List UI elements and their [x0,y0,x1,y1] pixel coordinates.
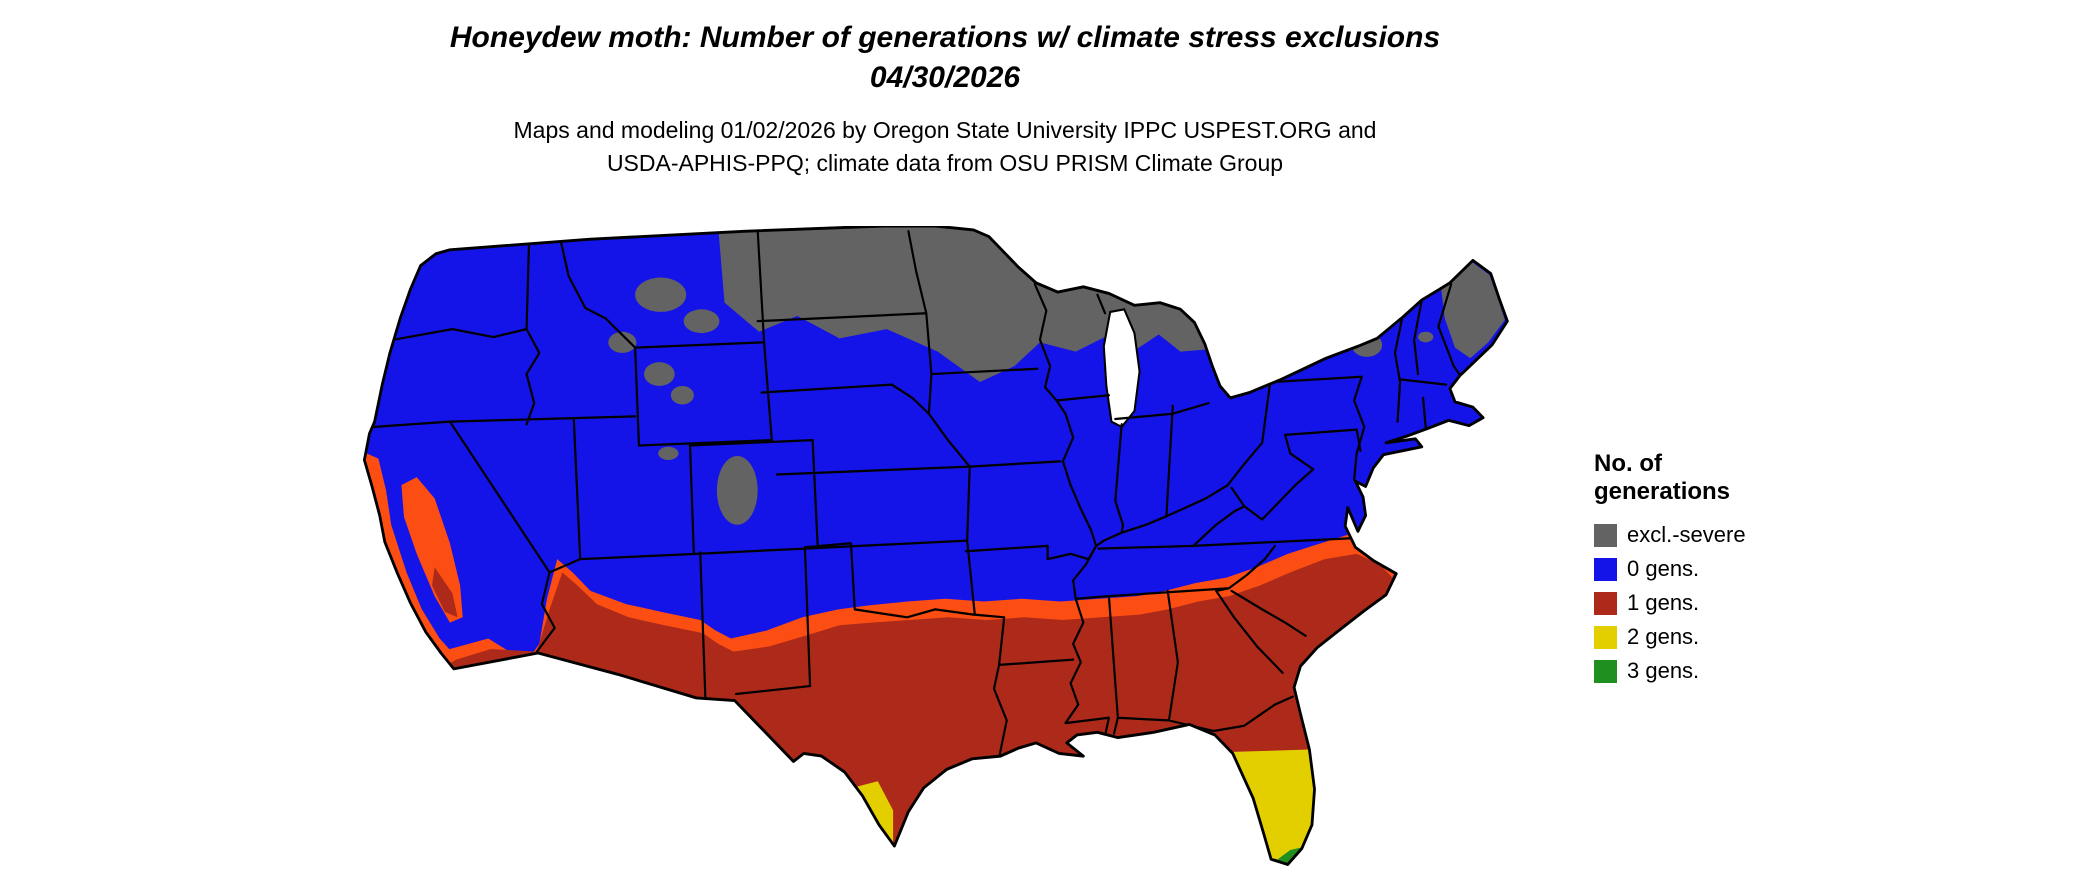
us-map [362,226,1509,881]
subtitle-line-2: USDA-APHIS-PPQ; climate data from OSU PR… [606,150,1284,176]
region-3-gens-keys-1 [1252,874,1258,880]
legend-label-0-gens: 0 gens. [1627,556,1700,581]
legend-label-1-gens: 1 gens. [1627,590,1700,615]
legend-title: No. of generations [1594,450,1746,506]
legend-label-excl-severe: excl.-severe [1627,522,1746,547]
region-excl-montana-west [635,277,687,312]
us-outline [362,226,1509,866]
region-excl-montana-south [683,309,720,334]
legend-item-0-gens: 0 gens. [1594,552,1746,586]
subtitle-line-1: Maps and modeling 01/02/2026 by Oregon S… [513,117,1377,143]
state-borders-central [1033,283,1358,743]
legend-title-line-1: No. of [1594,450,1662,477]
region-excl-yellowstone [644,362,675,386]
legend: No. of generations excl.-severe 0 gens. … [1594,450,1746,688]
legend-swatch-2-gens [1594,625,1617,649]
subtitle-block: Maps and modeling 01/02/2026 by Oregon S… [0,114,1890,180]
region-excl-white-mtns [1417,331,1434,343]
region-excl-colorado-rockies [716,456,758,525]
region-excl-wind-river [670,385,694,405]
legend-swatch-excl-severe [1594,523,1617,547]
title-block: Honeydew moth: Number of generations w/ … [0,18,1890,180]
legend-item-1-gens: 1 gens. [1594,586,1746,620]
region-transition-ca-coast [364,450,457,673]
state-borders-west [372,230,1098,759]
state-borders-northeast [1271,283,1462,481]
region-excl-idaho-mtns [608,331,637,353]
region-3-gens-keys-2 [1264,875,1270,881]
region-excl-maine [1440,261,1505,359]
legend-swatch-0-gens [1594,557,1617,581]
legend-swatch-1-gens [1594,591,1617,615]
legend-item-2-gens: 2 gens. [1594,620,1746,654]
legend-label-3-gens: 3 gens. [1627,658,1700,683]
legend-item-3-gens: 3 gens. [1594,654,1746,688]
lake-michigan [1102,308,1141,429]
legend-title-line-2: generations [1594,478,1731,505]
legend-swatch-3-gens [1594,659,1617,683]
region-excl-uinta [658,446,679,460]
legend-rows: excl.-severe 0 gens. 1 gens. 2 gens. 3 g… [1594,518,1746,688]
map-title: Honeydew moth: Number of generations w/ … [449,21,1441,54]
region-1-gen-ca-valley-south [432,567,458,618]
region-2-gens-florida [1223,749,1315,862]
legend-item-excl-severe: excl.-severe [1594,518,1746,552]
region-3-gens-keys-3 [1277,872,1283,878]
map-date: 04/30/2026 [869,61,1021,94]
legend-label-2-gens: 2 gens. [1627,624,1700,649]
